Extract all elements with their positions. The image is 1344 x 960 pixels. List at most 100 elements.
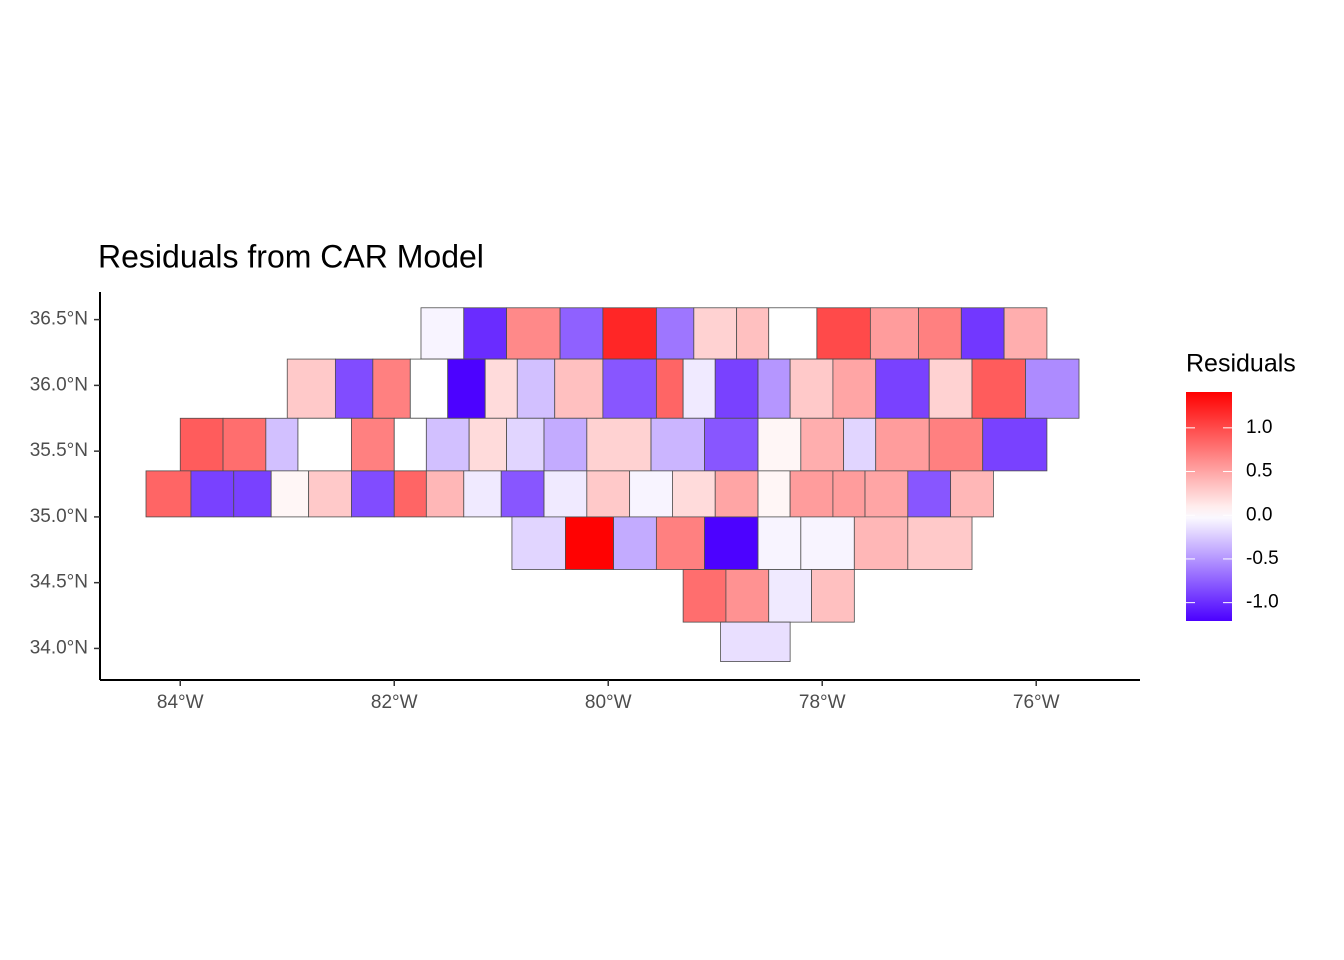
chart-title: Residuals from CAR Model (98, 238, 484, 274)
county (704, 417, 759, 472)
county (420, 307, 465, 360)
county (586, 470, 631, 518)
county (928, 358, 973, 419)
county (190, 470, 235, 518)
x-tick-label: 80°W (585, 692, 632, 713)
county (372, 358, 411, 419)
county (409, 358, 449, 419)
county (757, 470, 791, 518)
county (393, 470, 427, 518)
county (789, 358, 834, 419)
county (800, 516, 855, 570)
county (602, 358, 657, 419)
county (811, 569, 855, 623)
county (463, 470, 502, 518)
county (682, 358, 716, 419)
county (543, 417, 588, 472)
county (500, 470, 545, 518)
county (843, 417, 877, 472)
county (233, 470, 272, 518)
county (650, 417, 705, 472)
y-tick-label: 35.0°N (30, 506, 88, 527)
county (757, 516, 802, 570)
county (506, 417, 545, 472)
y-tick-label: 35.5°N (30, 440, 88, 461)
county (602, 307, 657, 360)
county (832, 470, 866, 518)
county (720, 621, 791, 662)
county (918, 307, 962, 360)
county (586, 417, 652, 472)
county (789, 470, 834, 518)
county (511, 516, 566, 570)
county (971, 358, 1026, 419)
x-tick-label: 78°W (799, 692, 846, 713)
county (704, 516, 759, 570)
colorbar (1186, 392, 1232, 621)
county (393, 417, 427, 472)
county (425, 470, 465, 518)
county (800, 417, 845, 472)
county (554, 358, 604, 419)
county (1003, 307, 1048, 360)
county (875, 417, 930, 472)
county (757, 358, 791, 419)
county (516, 358, 556, 419)
county (714, 470, 759, 518)
county (629, 470, 673, 518)
county (950, 470, 994, 518)
county (757, 417, 802, 472)
county (308, 470, 352, 518)
county (875, 358, 930, 419)
county (682, 569, 727, 623)
county (864, 470, 909, 518)
county (468, 417, 507, 472)
county (286, 358, 336, 419)
county (179, 417, 224, 472)
county (982, 417, 1048, 472)
legend-label: 1.0 (1246, 417, 1272, 438)
county (853, 516, 909, 570)
x-tick-label: 76°W (1013, 692, 1060, 713)
county (447, 358, 486, 419)
county (613, 516, 657, 570)
county (714, 358, 759, 419)
y-tick-label: 36.5°N (30, 309, 88, 330)
county (425, 417, 470, 472)
county (351, 470, 395, 518)
county (725, 569, 770, 623)
y-tick-label: 34.5°N (30, 572, 88, 593)
legend-label: 0.5 (1246, 461, 1272, 482)
county (832, 358, 877, 419)
county (768, 307, 818, 360)
county (1025, 358, 1080, 419)
county (484, 358, 518, 419)
county (869, 307, 919, 360)
county (907, 516, 973, 570)
legend-label: -0.5 (1246, 548, 1279, 569)
county (907, 470, 952, 518)
county (145, 470, 192, 518)
county (816, 307, 871, 360)
county (928, 417, 984, 472)
x-tick-label: 82°W (371, 692, 418, 713)
x-tick-label: 84°W (157, 692, 204, 713)
county (655, 516, 705, 570)
county (265, 417, 299, 472)
legend-label: 0.0 (1246, 504, 1272, 525)
county (565, 516, 614, 570)
y-tick-label: 36.0°N (30, 374, 88, 395)
county (672, 470, 716, 518)
county (297, 417, 352, 472)
legend-label: -1.0 (1246, 592, 1279, 613)
county (768, 569, 812, 623)
county (270, 470, 310, 518)
county (736, 307, 770, 360)
legend-title: Residuals (1186, 350, 1296, 378)
county (655, 307, 695, 360)
county (463, 307, 507, 360)
county (222, 417, 267, 472)
y-tick-label: 34.0°N (30, 637, 88, 658)
county (655, 358, 684, 419)
